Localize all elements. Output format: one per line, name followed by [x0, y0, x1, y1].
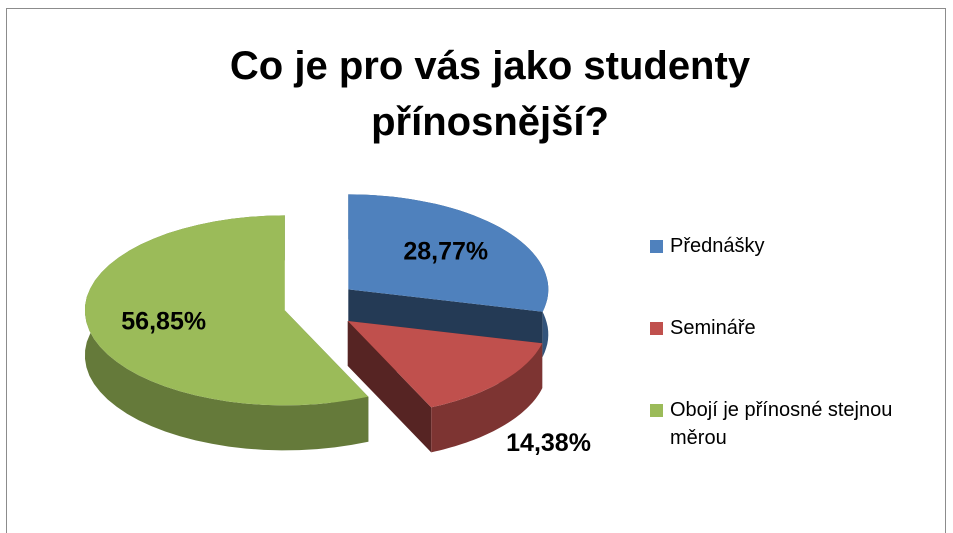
legend-item: Přednášky: [650, 232, 945, 260]
slice: [347, 321, 543, 408]
legend: Přednášky Semináře Obojí je přínosné stejn…: [650, 232, 945, 506]
legend-label: Obojí je přínosné stejnou měrou: [670, 399, 893, 449]
chart-border: [6, 8, 946, 533]
legend-swatch: [650, 322, 663, 335]
slice: [348, 194, 549, 312]
data-label: 28,77%: [403, 238, 488, 266]
slice: [347, 321, 543, 453]
data-label: 56,85%: [121, 308, 206, 336]
legend-label: Semináře: [670, 317, 756, 339]
slice: [85, 215, 369, 451]
legend-label: Přednášky: [670, 235, 765, 257]
legend-item: Obojí je přínosné stejnou měrou: [650, 396, 945, 452]
legend-item: Semináře: [650, 314, 945, 342]
chart-title: Co je pro vás jako studenty přínosnější?: [229, 44, 751, 144]
legend-swatch: [650, 404, 663, 417]
data-label: 14,38%: [506, 429, 591, 457]
slice: [85, 215, 369, 406]
slice-side: [431, 343, 543, 453]
legend-swatch: [650, 240, 663, 253]
slice-side: [347, 321, 432, 453]
